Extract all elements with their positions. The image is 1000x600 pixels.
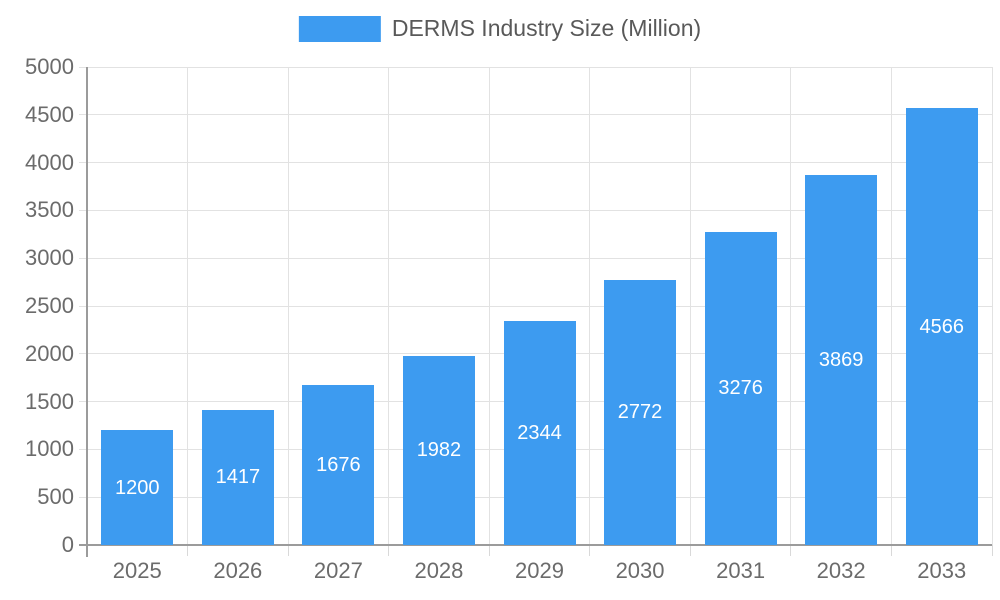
bar[interactable]: 3276 <box>704 231 777 545</box>
bar-value-label: 3276 <box>718 377 763 400</box>
x-axis-label: 2029 <box>515 558 564 583</box>
x-axis-label: 2030 <box>615 558 665 583</box>
x-axis-label: 2028 <box>414 558 464 583</box>
gridline-vertical <box>589 67 591 545</box>
y-axis-label: 4000 <box>25 149 74 175</box>
x-axis-label: 2031 <box>716 558 766 583</box>
x-axis-label: 2027 <box>313 558 363 583</box>
legend-label: DERMS Industry Size (Million) <box>391 15 702 41</box>
x-axis-tick <box>589 545 591 556</box>
bar[interactable]: 1200 <box>101 430 174 545</box>
bar-value-label: 1982 <box>416 439 462 462</box>
gridline-vertical <box>991 67 993 545</box>
y-axis-label: 4500 <box>25 101 74 127</box>
y-axis-label: 0 <box>61 532 74 557</box>
gridline-vertical <box>187 67 189 545</box>
bar[interactable]: 2344 <box>503 320 576 545</box>
y-axis-label: 3000 <box>25 245 74 271</box>
bar[interactable]: 1676 <box>302 384 375 545</box>
bar-value-label: 2344 <box>517 421 562 444</box>
bar-value-label: 4566 <box>919 315 964 338</box>
gridline-vertical <box>287 67 289 545</box>
bar[interactable]: 3869 <box>805 175 878 545</box>
gridline-horizontal <box>79 209 992 211</box>
x-axis-tick <box>388 545 390 556</box>
bar-value-label: 2772 <box>617 401 663 424</box>
gridline-vertical <box>890 67 892 545</box>
x-axis-tick <box>991 545 993 556</box>
gridline-horizontal <box>79 257 992 259</box>
y-axis-line <box>86 67 88 557</box>
x-axis-tick <box>890 545 892 556</box>
x-axis-tick <box>689 545 691 556</box>
y-axis-label: 2000 <box>25 340 74 366</box>
x-axis-label: 2025 <box>112 558 162 583</box>
gridline-horizontal <box>79 114 992 116</box>
y-axis-label: 1000 <box>25 436 74 462</box>
x-axis-label: 2033 <box>917 558 967 583</box>
bar[interactable]: 4566 <box>905 108 978 545</box>
gridline-vertical <box>388 67 390 545</box>
x-axis-tick <box>488 545 490 556</box>
x-axis-tick <box>287 545 289 556</box>
bar-value-label: 1417 <box>215 466 261 489</box>
bar[interactable]: 1417 <box>201 409 274 545</box>
x-axis-label: 2032 <box>816 558 866 583</box>
y-axis-label: 5000 <box>25 54 74 79</box>
x-axis-line <box>79 544 992 546</box>
gridline-vertical <box>790 67 792 545</box>
bar[interactable]: 1982 <box>402 355 475 545</box>
x-axis-label: 2026 <box>213 558 263 583</box>
bar-value-label: 1676 <box>316 453 361 476</box>
bar-value-label: 3869 <box>818 349 864 372</box>
bar[interactable]: 2772 <box>604 279 677 545</box>
y-axis-label: 500 <box>37 484 74 510</box>
legend-swatch <box>298 15 381 42</box>
bar-value-label: 1200 <box>115 476 160 499</box>
legend[interactable]: DERMS Industry Size (Million) <box>298 15 702 42</box>
gridline-horizontal <box>79 305 992 307</box>
gridline-horizontal <box>79 66 992 68</box>
x-axis-tick <box>790 545 792 556</box>
y-axis-label: 1500 <box>25 388 74 414</box>
x-axis-tick <box>187 545 189 556</box>
gridline-vertical <box>689 67 691 545</box>
y-axis-label: 2500 <box>25 293 74 318</box>
gridline-horizontal <box>79 162 992 164</box>
y-axis-label: 3500 <box>25 197 74 223</box>
gridline-vertical <box>488 67 490 545</box>
